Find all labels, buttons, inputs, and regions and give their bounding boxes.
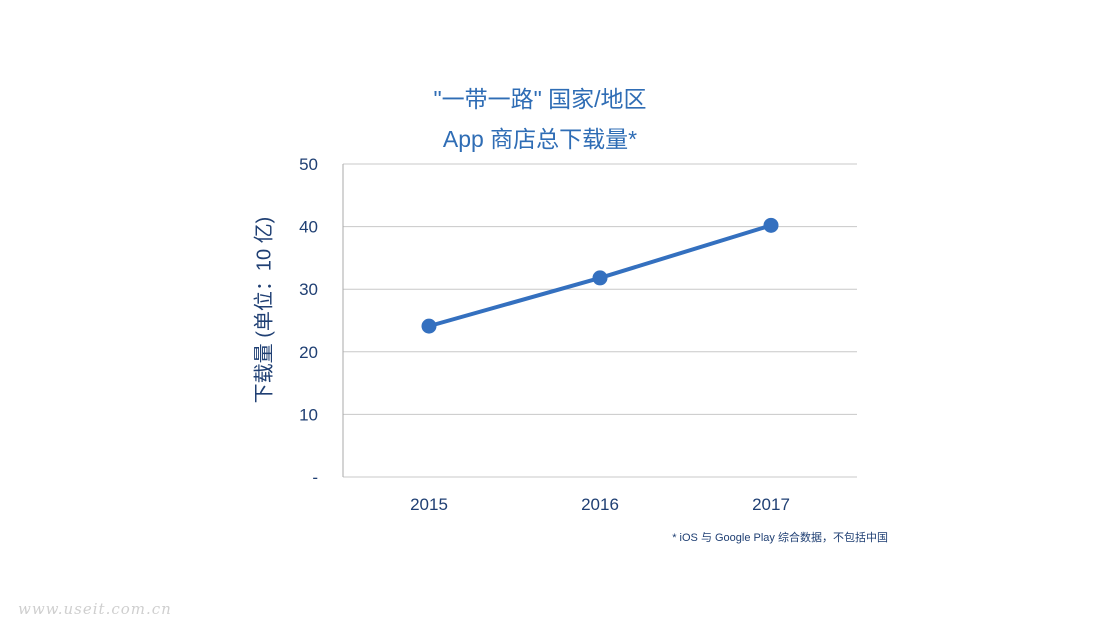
data-point-2016 xyxy=(592,270,608,286)
y-tick-label-0: - xyxy=(312,468,318,487)
y-tick-label-40: 40 xyxy=(299,218,318,237)
data-point-2015 xyxy=(421,318,437,334)
x-tick-label-2017: 2017 xyxy=(752,495,790,514)
y-tick-label-50: 50 xyxy=(299,155,318,174)
y-tick-label-10: 10 xyxy=(299,405,318,424)
footnote: * iOS 与 Google Play 综合数据，不包括中国 xyxy=(672,532,888,544)
y-axis-label: 下载量 (单位：10 亿) xyxy=(253,216,276,404)
chart-title-line-2: App 商店总下载量* xyxy=(442,126,638,152)
x-tick-label-2016: 2016 xyxy=(581,495,619,514)
y-tick-label-20: 20 xyxy=(299,343,318,362)
data-point-2017 xyxy=(763,217,779,233)
x-tick-label-2015: 2015 xyxy=(410,495,448,514)
chart-title-line-1: "一带一路" 国家/地区 xyxy=(433,86,647,112)
watermark: www.useit.com.cn xyxy=(18,600,172,618)
y-tick-label-30: 30 xyxy=(299,280,318,299)
